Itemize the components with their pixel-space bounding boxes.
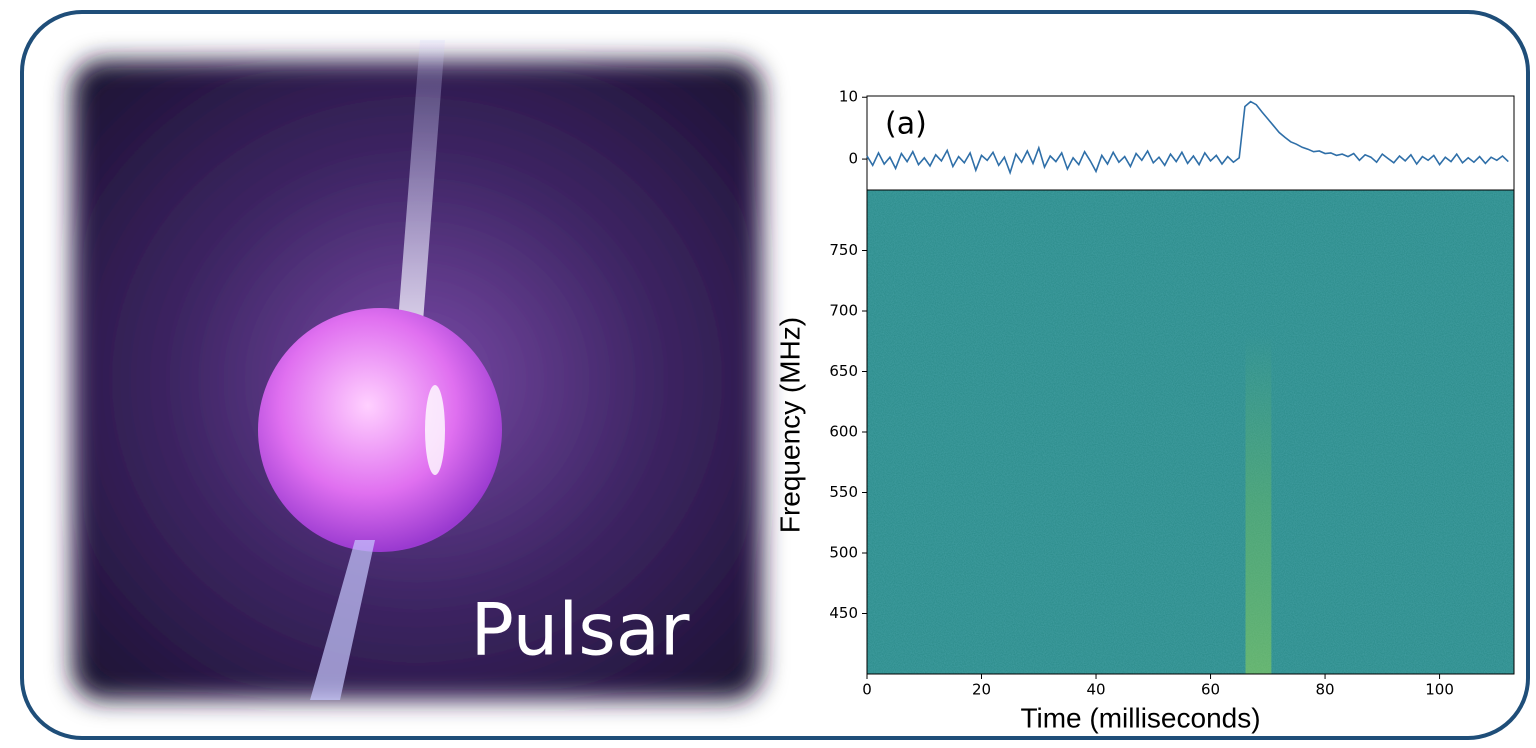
annotation: (a) [885,106,927,141]
y-tick-label: 550 [829,483,858,501]
y-tick-label: 10 [839,88,858,106]
image-label: Pulsar [470,588,689,672]
x-tick-label: 0 [862,681,872,699]
y-tick-label: 500 [829,544,858,562]
x-tick-label: 60 [1201,681,1220,699]
y-tick-label: 0 [848,150,858,168]
y-tick-label: 650 [829,362,858,380]
x-tick-label: 100 [1425,681,1454,699]
y-axis-label: Frequency (MHz) [774,317,805,533]
x-tick-label: 80 [1316,681,1335,699]
y-tick-label: 750 [829,241,858,259]
x-tick-label: 40 [1086,681,1105,699]
y-tick-label: 700 [829,302,858,320]
pulsar-image: Pulsar [72,40,762,700]
chart: 0 10 (a) 450 500 550 600 650 700 750 0 20 40 60 80 100 T… [774,88,1515,733]
line-series [866,100,1509,176]
x-tick-label: 20 [972,681,991,699]
y-tick-label: 600 [829,423,858,441]
x-axis-label: Time (milliseconds) [1020,702,1260,733]
y-tick-label: 450 [829,604,858,622]
heatmap-pulse [1245,335,1272,674]
plot-area [866,95,1515,191]
slide-border [20,10,1530,740]
heatmap-noise [867,190,1514,674]
